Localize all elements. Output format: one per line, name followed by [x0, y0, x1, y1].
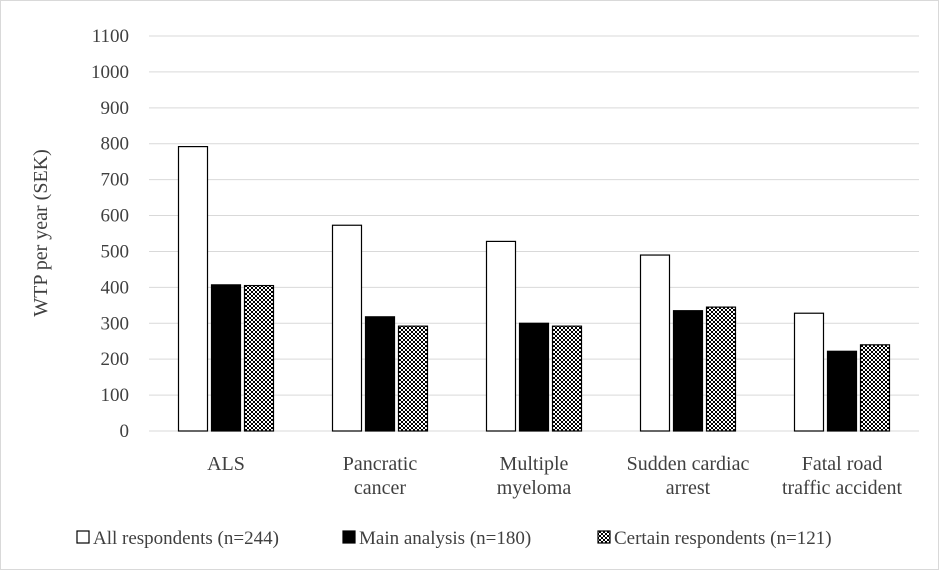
x-tick-label: Pancratic cancer: [343, 453, 418, 499]
bar-2-2: [364, 316, 396, 432]
bar-2-3: [518, 322, 550, 432]
legend-swatch-2: [342, 530, 356, 544]
y-axis-label: WTP per year (SEK): [30, 149, 52, 317]
bar-2-5: [826, 350, 858, 432]
x-tick-label-line: ALS: [207, 453, 245, 475]
x-tick-label-line: myeloma: [497, 477, 572, 499]
bars: [177, 146, 891, 432]
y-tick-label: 400: [101, 277, 130, 298]
bar-2-1: [210, 284, 242, 432]
legend: All respondents (n=244) Main analysis (n=…: [76, 528, 832, 549]
x-tick-label-line: arrest: [666, 477, 711, 499]
bar-1-3: [485, 240, 517, 432]
bar-1-4: [639, 254, 671, 432]
legend-label-3: Certain respondents (n=121): [614, 528, 832, 549]
bar-1-2: [331, 224, 363, 432]
legend-swatch-1: [76, 530, 90, 544]
x-tick-label-line: Pancratic: [343, 453, 418, 475]
x-tick-label: Multiple myeloma: [497, 453, 572, 499]
x-tick-label: ALS: [207, 453, 245, 475]
y-tick-label: 900: [101, 98, 130, 119]
x-tick-label-line: Multiple: [500, 453, 569, 475]
bar-1-1: [177, 146, 209, 432]
legend-swatch-3: [597, 530, 611, 544]
y-tick-label: 600: [101, 206, 130, 227]
x-tick-label-line: traffic accident: [782, 477, 903, 499]
x-tick-label-line: Sudden cardiac: [627, 453, 750, 475]
x-tick-label-line: cancer: [354, 477, 407, 499]
y-tick-label: 800: [101, 134, 130, 155]
bar-3-3: [551, 325, 583, 432]
bar-3-1: [243, 284, 275, 432]
y-tick-label: 1000: [91, 62, 129, 83]
bar-3-4: [705, 306, 737, 432]
x-axis-ticks: ALS Pancratic cancer Multiple myeloma Sudden …: [207, 453, 902, 499]
legend-label-1: All respondents (n=244): [93, 528, 279, 549]
bar-1-5: [793, 312, 825, 432]
y-tick-label: 100: [101, 385, 130, 406]
legend-label-2: Main analysis (n=180): [359, 528, 531, 549]
x-tick-label-line: Fatal road: [802, 453, 883, 475]
y-tick-label: 0: [120, 421, 130, 442]
y-axis-ticks: 0 100 200 300 400 500 600 700 800 900 1000 1100: [91, 26, 129, 442]
bar-3-2: [397, 325, 429, 432]
x-tick-label: Sudden cardiac arrest: [627, 453, 750, 499]
bar-2-4: [672, 310, 704, 432]
y-tick-label: 200: [101, 349, 130, 370]
y-tick-label: 1100: [92, 26, 129, 47]
y-tick-label: 300: [101, 313, 130, 334]
bar-3-5: [859, 344, 891, 432]
y-tick-label: 700: [101, 170, 130, 191]
x-tick-label: Fatal road traffic accident: [782, 453, 903, 499]
y-tick-label: 500: [101, 241, 130, 262]
